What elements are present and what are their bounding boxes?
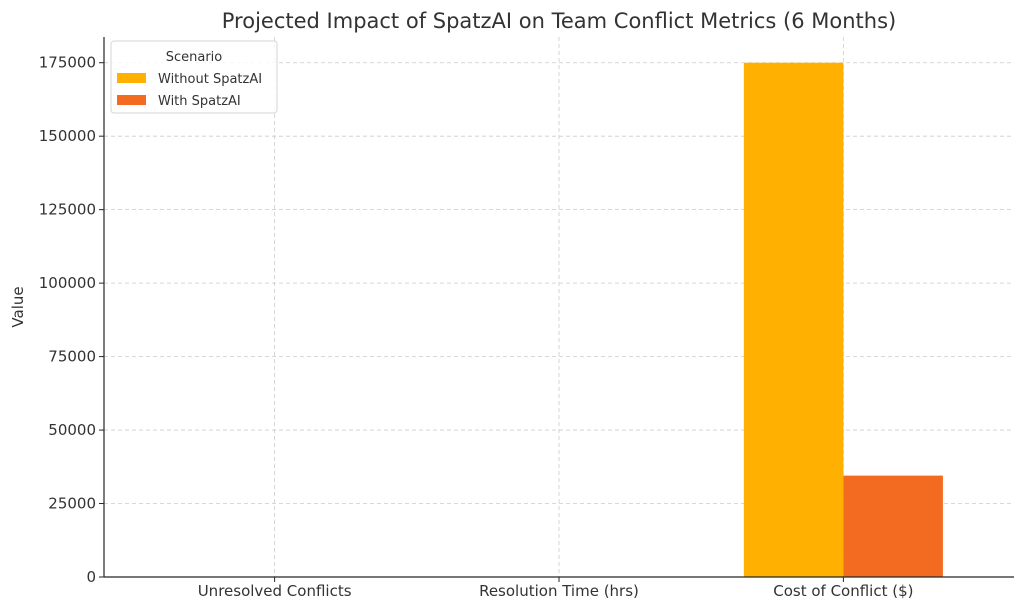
legend-label: Without SpatzAI [158, 72, 262, 87]
y-tick-label: 100000 [39, 274, 96, 292]
legend: Scenario Without SpatzAI With SpatzAI [110, 40, 278, 114]
y-tick-label: 50000 [48, 421, 96, 439]
y-axis-label: Value [9, 286, 27, 327]
bars [175, 62, 943, 577]
chart-title: Projected Impact of SpatzAI on Team Conf… [222, 9, 896, 33]
y-tick-label: 125000 [39, 201, 96, 219]
y-tick-label: 0 [86, 568, 96, 586]
legend-title: Scenario [166, 50, 223, 65]
x-tick-label: Unresolved Conflicts [198, 582, 352, 600]
bar-without-spatzai-2 [743, 62, 844, 577]
legend-swatch [117, 73, 146, 83]
y-tick-label: 75000 [48, 348, 96, 366]
legend-swatch [117, 95, 146, 105]
y-ticks: 0 25000 50000 75000 100000 125000 150000 175000 [39, 54, 104, 586]
x-ticks: Unresolved Conflicts Resolution Time (hrs… [198, 577, 914, 600]
y-tick-label: 25000 [48, 495, 96, 513]
bar-with-spatzai-2 [843, 475, 943, 577]
x-tick-label: Cost of Conflict ($) [773, 582, 913, 600]
x-tick-label: Resolution Time (hrs) [479, 582, 639, 600]
legend-frame [110, 40, 278, 114]
legend-label: With SpatzAI [158, 94, 241, 109]
y-tick-label: 150000 [39, 127, 96, 145]
y-tick-label: 175000 [39, 54, 96, 72]
